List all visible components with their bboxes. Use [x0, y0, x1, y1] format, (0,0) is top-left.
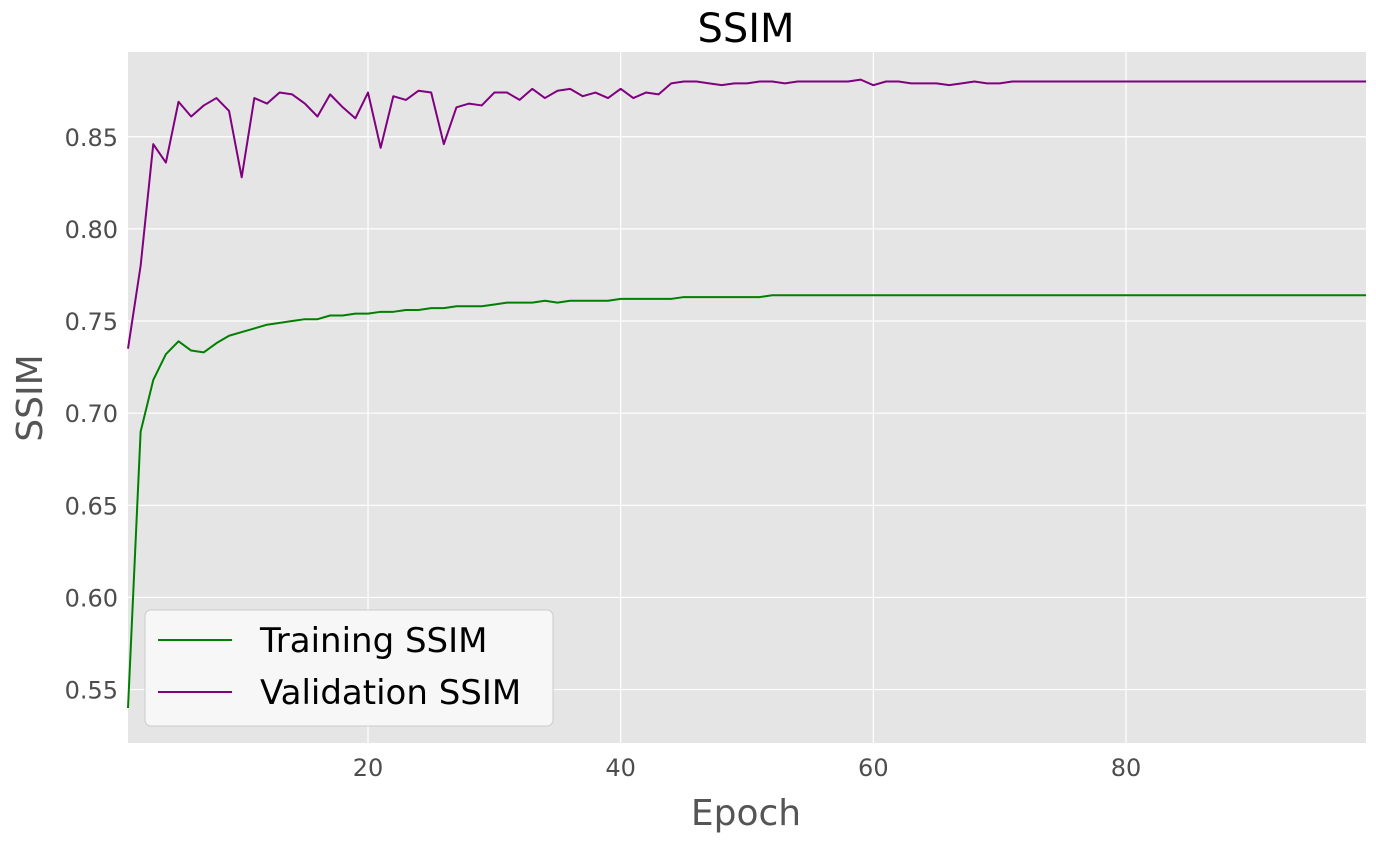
legend: Training SSIM Validation SSIM — [144, 609, 554, 727]
validation-ssim-line — [127, 78, 1366, 349]
y-tick-labels: 0.55 0.60 0.65 0.70 0.75 0.80 0.85 — [65, 124, 118, 705]
x-axis-label: Epoch — [691, 793, 801, 834]
y-tick-label: 0.65 — [65, 492, 118, 520]
series-layer — [127, 78, 1366, 709]
x-tick-label: 80 — [1111, 754, 1142, 782]
x-tick-label: 20 — [353, 754, 384, 782]
legend-box — [144, 609, 554, 727]
legend-label-validation: Validation SSIM — [260, 673, 521, 713]
y-tick-label: 0.80 — [65, 216, 118, 244]
training-ssim-line — [127, 294, 1366, 709]
x-tick-label: 60 — [858, 754, 889, 782]
legend-label-training: Training SSIM — [259, 621, 488, 661]
x-tick-labels: 20 40 60 80 — [353, 754, 1142, 782]
y-tick-label: 0.70 — [65, 400, 118, 428]
y-tick-label: 0.55 — [65, 677, 118, 705]
y-axis-label: SSIM — [10, 354, 51, 441]
y-tick-label: 0.85 — [65, 124, 118, 152]
y-tick-label: 0.75 — [65, 308, 118, 336]
chart-title: SSIM — [697, 6, 794, 52]
grid-lines — [128, 52, 1366, 743]
x-tick-label: 40 — [605, 754, 636, 782]
y-tick-label: 0.60 — [65, 584, 118, 612]
